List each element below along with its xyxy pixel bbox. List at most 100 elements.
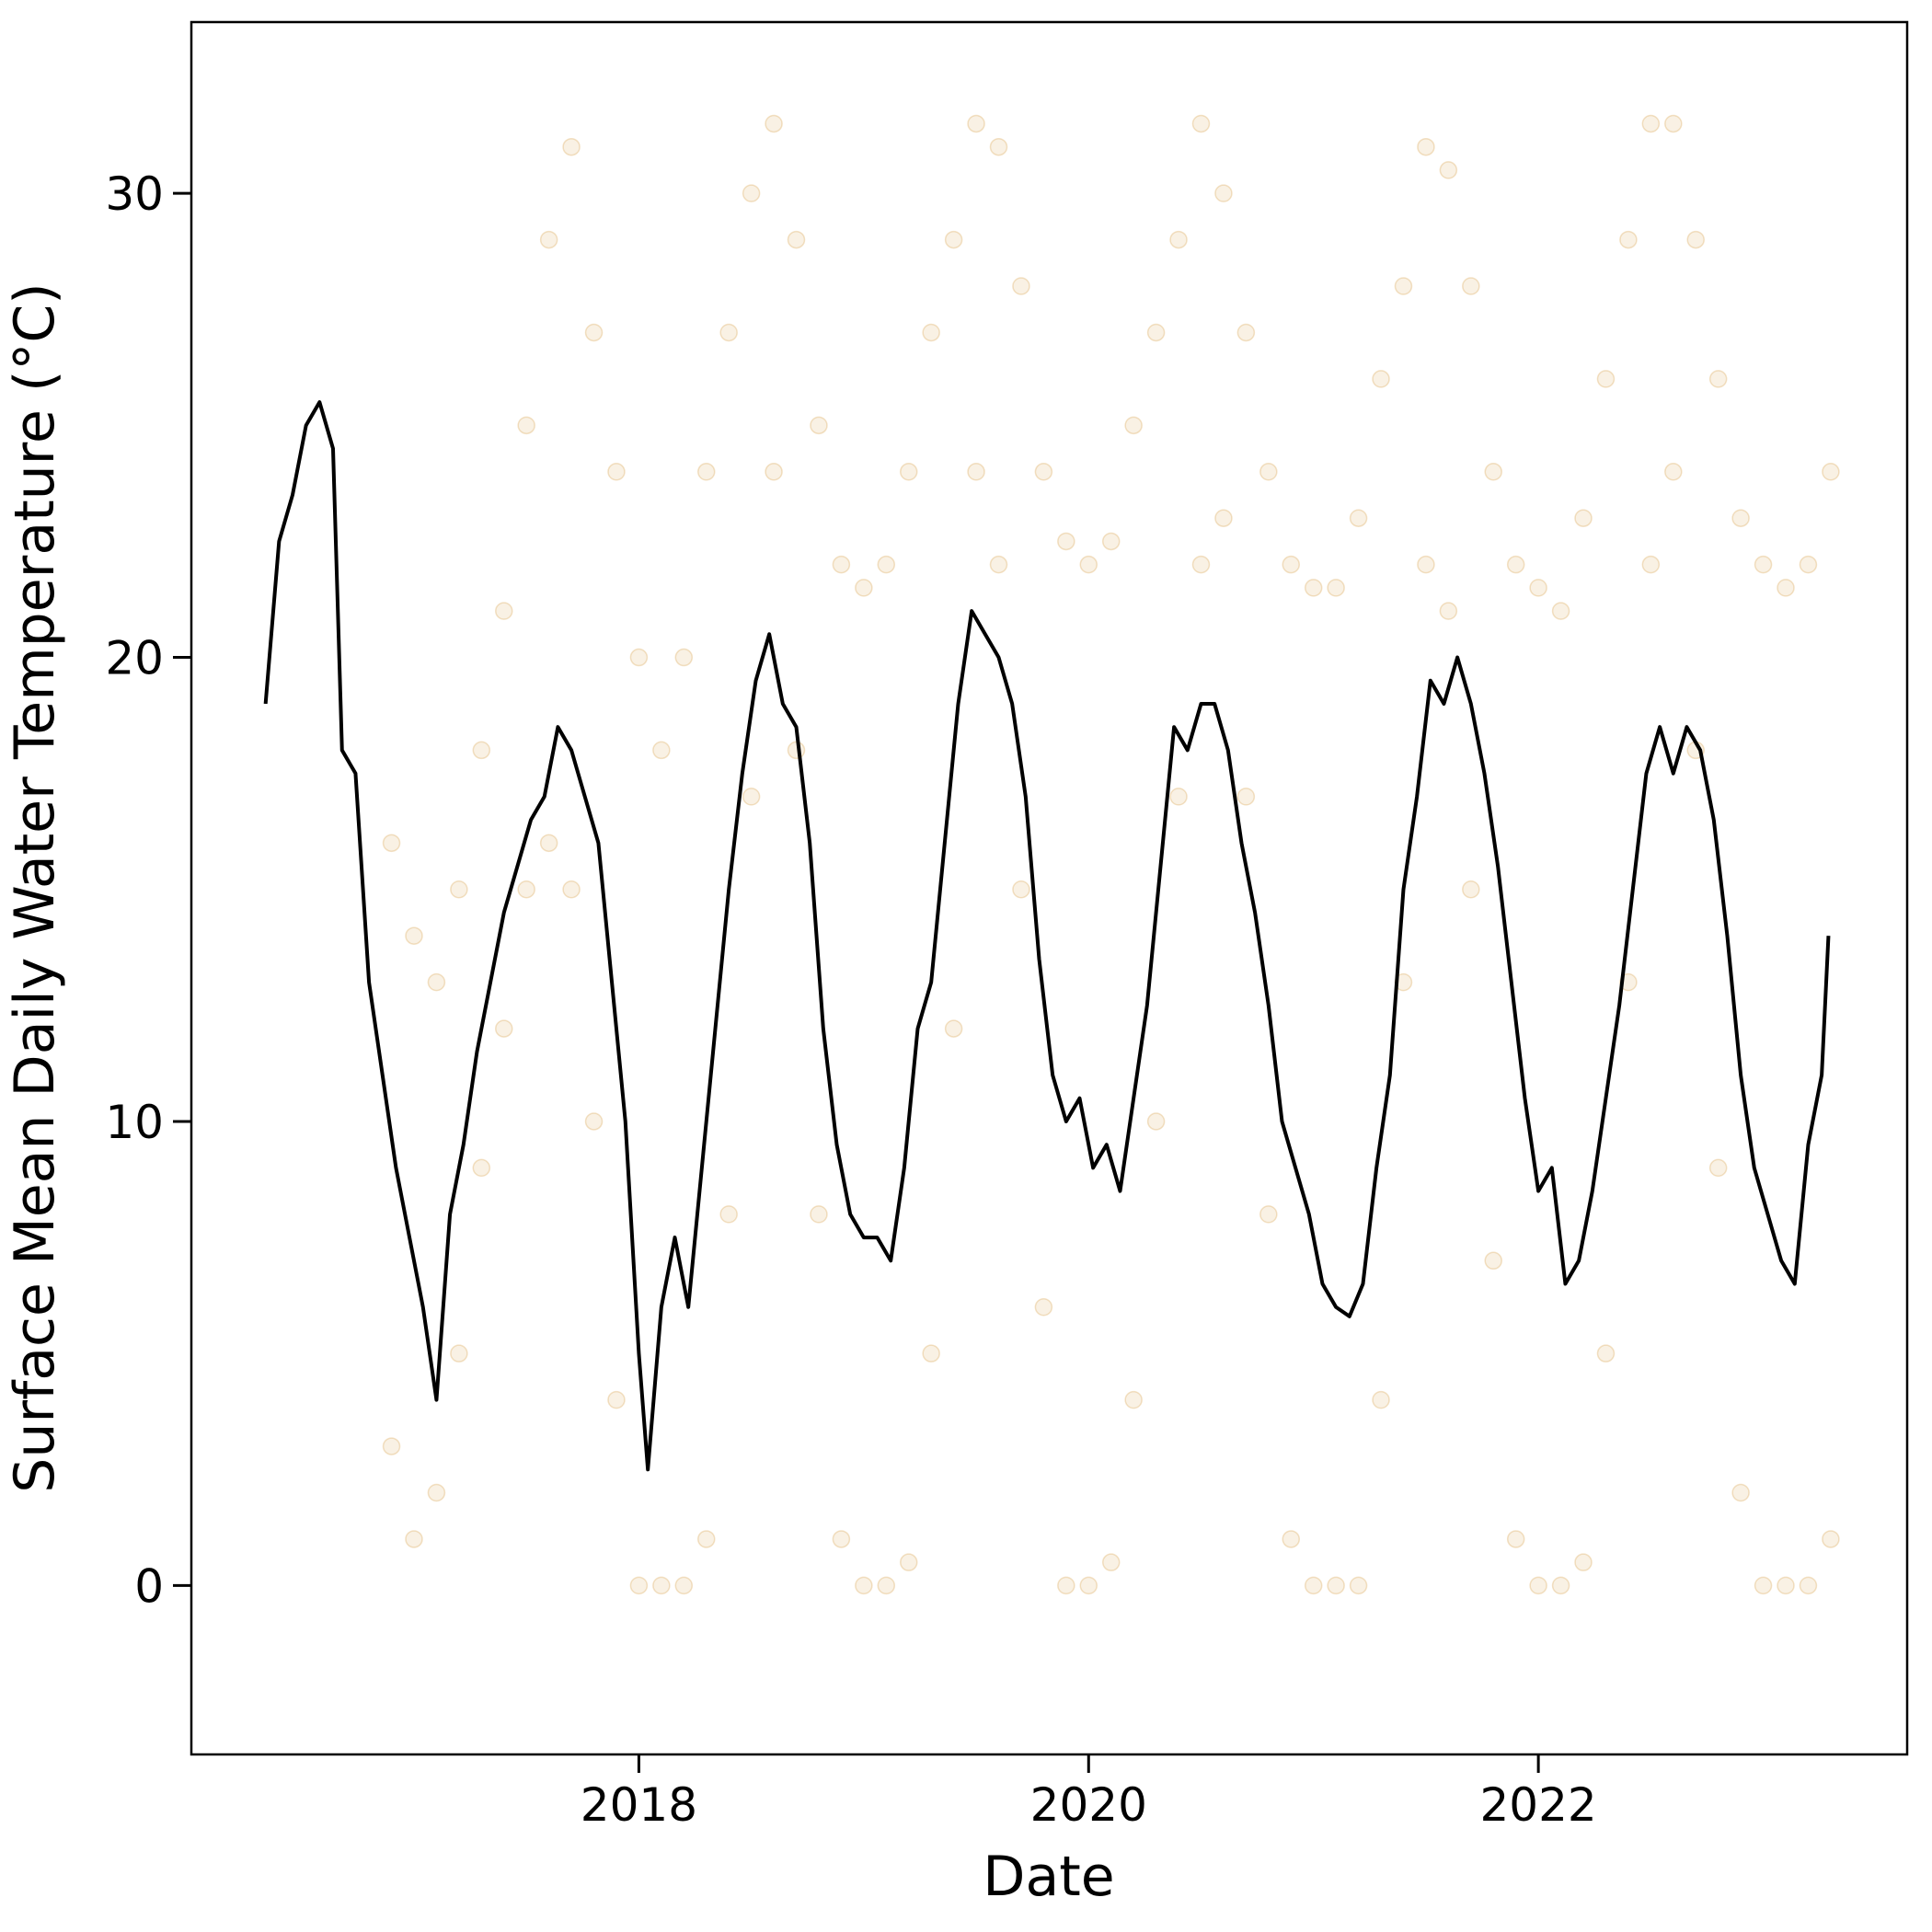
scatter-point xyxy=(832,1530,851,1548)
scatter-point xyxy=(787,230,806,249)
x-axis-label: Date xyxy=(983,1845,1114,1909)
scatter-point xyxy=(495,602,513,620)
scatter-point xyxy=(989,137,1008,156)
scatter-point xyxy=(877,1576,896,1595)
x-tick-label: 2020 xyxy=(1030,1778,1147,1832)
scatter-point xyxy=(562,137,581,156)
scatter-point xyxy=(1596,370,1616,388)
scatter-points xyxy=(382,114,1840,1595)
scatter-point xyxy=(967,463,985,481)
scatter-point xyxy=(584,1112,604,1131)
scatter-point xyxy=(674,1576,694,1595)
scatter-point xyxy=(1439,161,1458,179)
scatter-point xyxy=(1057,1576,1075,1595)
scatter-point xyxy=(877,555,896,574)
scatter-point xyxy=(922,1344,940,1363)
scatter-point xyxy=(1777,1576,1795,1595)
scatter-point xyxy=(1822,1530,1840,1548)
scatter-point xyxy=(450,1344,468,1363)
scatter-point xyxy=(922,323,940,342)
scatter-point xyxy=(1169,788,1188,806)
scatter-point xyxy=(652,741,671,760)
scatter-point xyxy=(1822,463,1840,481)
scatter-point xyxy=(1034,1297,1053,1317)
scatter-point xyxy=(696,1530,716,1548)
scatter-point xyxy=(405,1530,423,1548)
scatter-point xyxy=(787,741,806,760)
scatter-point xyxy=(1304,1576,1323,1595)
scatter-point xyxy=(1169,230,1188,249)
scatter-point xyxy=(1417,137,1435,156)
scatter-point xyxy=(1506,1530,1525,1548)
scatter-point xyxy=(1214,509,1233,527)
scatter-point xyxy=(1619,230,1638,249)
scatter-point xyxy=(427,1483,446,1502)
scatter-point xyxy=(1686,230,1705,249)
scatter-point xyxy=(1214,184,1233,202)
scatter-point xyxy=(1574,1553,1593,1571)
scatter-point xyxy=(765,114,783,133)
scatter-point xyxy=(742,788,761,806)
scatter-point xyxy=(1708,370,1728,388)
y-tick-label: 0 xyxy=(134,1559,164,1613)
scatter-point xyxy=(517,880,535,899)
scatter-point xyxy=(944,230,963,249)
plot-frame xyxy=(190,20,1909,1756)
scatter-point xyxy=(1236,788,1256,806)
scatter-point xyxy=(1596,1344,1616,1363)
scatter-point xyxy=(1731,1483,1750,1502)
scatter-point xyxy=(1304,579,1323,597)
scatter-point xyxy=(427,972,446,992)
scatter-point xyxy=(1529,1576,1547,1595)
scatter-point xyxy=(1101,1553,1121,1571)
plot-area xyxy=(263,114,1840,1595)
scatter-point xyxy=(1259,1205,1278,1224)
scatter-point xyxy=(1484,463,1502,481)
scatter-point xyxy=(584,323,604,342)
scatter-point xyxy=(382,834,401,853)
scatter-point xyxy=(562,880,581,899)
scatter-point xyxy=(1777,579,1795,597)
scatter-point xyxy=(1191,555,1211,574)
scatter-point xyxy=(1372,370,1390,388)
scatter-point xyxy=(1372,1390,1390,1409)
scatter-point xyxy=(1641,114,1661,133)
scatter-point xyxy=(674,648,694,667)
scatter-point xyxy=(1079,555,1098,574)
scatter-point xyxy=(629,648,649,667)
scatter-point xyxy=(1417,555,1435,574)
scatter-point xyxy=(517,416,535,435)
scatter-point xyxy=(1731,509,1750,527)
scatter-point xyxy=(1259,463,1278,481)
x-tick-label: 2022 xyxy=(1480,1778,1597,1832)
scatter-point xyxy=(855,579,873,597)
scatter-point xyxy=(1708,1158,1728,1178)
scatter-point xyxy=(719,323,738,342)
scatter-point xyxy=(1282,555,1301,574)
scatter-point xyxy=(810,416,828,435)
scatter-point xyxy=(1349,509,1368,527)
line xyxy=(263,400,1831,1472)
scatter-point xyxy=(1799,1576,1818,1595)
scatter-point xyxy=(1327,1576,1345,1595)
scatter-point xyxy=(1439,602,1458,620)
scatter-point xyxy=(1327,579,1345,597)
scatter-point xyxy=(1506,555,1525,574)
scatter-point xyxy=(405,926,423,945)
scatter-point xyxy=(1394,277,1413,295)
scatter-point xyxy=(855,1576,873,1595)
scatter-point xyxy=(607,463,626,481)
scatter-point xyxy=(1462,277,1480,295)
scatter-point xyxy=(472,1158,491,1178)
scatter-point xyxy=(1664,114,1683,133)
scatter-point xyxy=(450,880,468,899)
scatter-point xyxy=(1462,880,1480,899)
scatter-point xyxy=(1101,532,1121,551)
scatter-point xyxy=(539,230,558,249)
scatter-point xyxy=(1282,1530,1301,1548)
scatter-point xyxy=(652,1576,671,1595)
scatter-point xyxy=(1079,1576,1098,1595)
scatter-point xyxy=(967,114,985,133)
